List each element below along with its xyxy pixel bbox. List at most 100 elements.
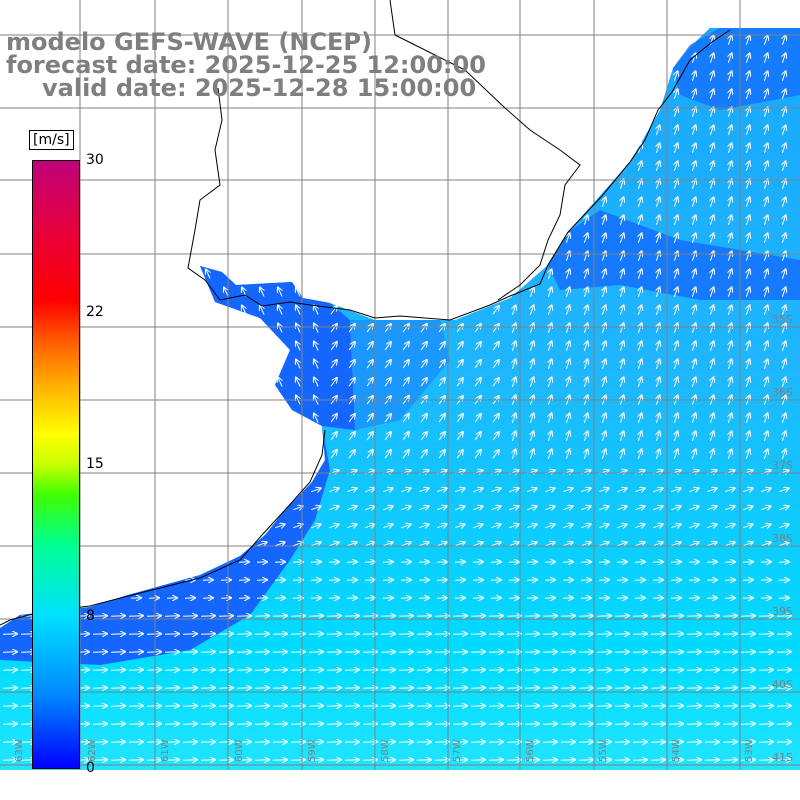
lat-label: 36S bbox=[772, 386, 793, 399]
wind-arrow bbox=[746, 359, 749, 369]
wind-arrow bbox=[437, 542, 446, 545]
wind-arrow bbox=[707, 542, 716, 545]
wind-arrow bbox=[692, 305, 695, 315]
wind-arrow bbox=[200, 706, 215, 707]
wind-arrow bbox=[527, 524, 536, 527]
wind-arrow bbox=[782, 431, 785, 441]
wind-arrow bbox=[506, 670, 521, 671]
wind-arrow bbox=[347, 488, 356, 491]
wind-arrow bbox=[638, 449, 641, 459]
wind-arrow bbox=[530, 413, 533, 423]
wind-arrow bbox=[650, 724, 665, 725]
wind-arrow bbox=[366, 342, 373, 351]
wind-arrow bbox=[710, 269, 713, 279]
wind-arrow bbox=[584, 269, 587, 279]
wind-arrow bbox=[584, 305, 587, 315]
wind-arrow bbox=[710, 341, 713, 351]
model-title: modelo GEFS-WAVE (NCEP) bbox=[6, 28, 372, 56]
wind-arrow bbox=[512, 305, 515, 315]
wind-arrow bbox=[380, 724, 395, 725]
wind-arrow bbox=[348, 324, 355, 333]
wind-arrow bbox=[110, 742, 125, 743]
wind-arrow bbox=[506, 634, 521, 635]
wind-arrow bbox=[692, 179, 695, 189]
wind-arrow bbox=[578, 760, 593, 761]
wind-arrow bbox=[492, 306, 499, 315]
wind-arrow bbox=[602, 323, 605, 333]
wind-arrow bbox=[380, 670, 395, 671]
wind-arrow bbox=[674, 431, 677, 441]
wind-arrow bbox=[236, 670, 251, 671]
wind-arrow bbox=[509, 524, 518, 527]
wind-arrow bbox=[314, 342, 318, 351]
wind-arrow bbox=[710, 125, 713, 135]
wind-arrow bbox=[578, 634, 593, 635]
wind-arrow bbox=[326, 742, 341, 743]
wind-arrow bbox=[779, 488, 788, 491]
wind-arrow bbox=[548, 287, 551, 297]
wind-arrow bbox=[401, 488, 410, 491]
wind-arrow bbox=[164, 688, 179, 689]
wind-arrow bbox=[456, 342, 463, 351]
wind-arrow bbox=[524, 634, 539, 635]
wind-arrow bbox=[491, 542, 500, 545]
wind-arrow bbox=[236, 742, 251, 743]
wind-arrow bbox=[740, 634, 755, 635]
wind-arrow bbox=[692, 197, 695, 207]
wind-arrow bbox=[182, 616, 197, 617]
wind-arrow bbox=[146, 670, 161, 671]
wind-arrow bbox=[92, 670, 107, 671]
wind-arrow bbox=[620, 449, 623, 459]
wind-arrow bbox=[710, 89, 713, 99]
wind-arrow bbox=[218, 706, 233, 707]
wind-arrow bbox=[416, 616, 431, 617]
wind-arrow bbox=[398, 616, 413, 617]
wind-arrow bbox=[383, 506, 392, 509]
sea-field bbox=[0, 28, 800, 770]
wind-arrow bbox=[401, 542, 410, 545]
wind-arrow bbox=[563, 506, 572, 509]
wind-arrow bbox=[656, 269, 659, 279]
wind-arrow bbox=[416, 670, 431, 671]
wind-arrow bbox=[398, 742, 413, 743]
wind-arrow bbox=[398, 688, 413, 689]
wind-arrow bbox=[474, 414, 481, 423]
wind-arrow bbox=[566, 233, 569, 243]
wind-arrow bbox=[290, 760, 305, 761]
wind-arrow bbox=[722, 634, 737, 635]
wind-arrow bbox=[420, 324, 427, 333]
wind-arrow bbox=[545, 506, 554, 509]
wind-arrow bbox=[182, 652, 197, 653]
wind-arrow bbox=[488, 616, 503, 617]
wind-arrow bbox=[704, 688, 719, 689]
wind-arrow bbox=[182, 742, 197, 743]
lon-label: 63W bbox=[14, 739, 25, 762]
wind-arrow bbox=[434, 634, 449, 635]
wind-arrow bbox=[416, 760, 431, 761]
wind-arrow bbox=[512, 323, 515, 333]
wind-arrow bbox=[329, 524, 338, 527]
wind-arrow bbox=[92, 634, 107, 635]
wind-arrow bbox=[692, 431, 695, 441]
wind-arrow bbox=[420, 450, 427, 459]
wind-arrow bbox=[722, 688, 737, 689]
wind-arrow bbox=[419, 542, 428, 545]
wind-arrow bbox=[656, 341, 659, 351]
wind-arrow bbox=[782, 161, 785, 171]
wind-arrow bbox=[146, 724, 161, 725]
wind-arrow bbox=[746, 35, 749, 45]
wind-arrow bbox=[761, 506, 770, 509]
wind-arrow bbox=[638, 197, 641, 207]
wind-arrow bbox=[438, 414, 445, 423]
wind-arrow bbox=[419, 488, 428, 491]
wind-arrow bbox=[416, 706, 431, 707]
wind-arrow bbox=[710, 197, 713, 207]
wind-arrow bbox=[456, 432, 463, 441]
wind-arrow bbox=[782, 323, 785, 333]
wind-arrow bbox=[272, 742, 287, 743]
wind-arrow bbox=[674, 89, 677, 99]
wind-arrow bbox=[620, 431, 623, 441]
wind-arrow bbox=[2, 688, 17, 689]
wind-arrow bbox=[398, 652, 413, 653]
wind-arrow bbox=[704, 616, 719, 617]
